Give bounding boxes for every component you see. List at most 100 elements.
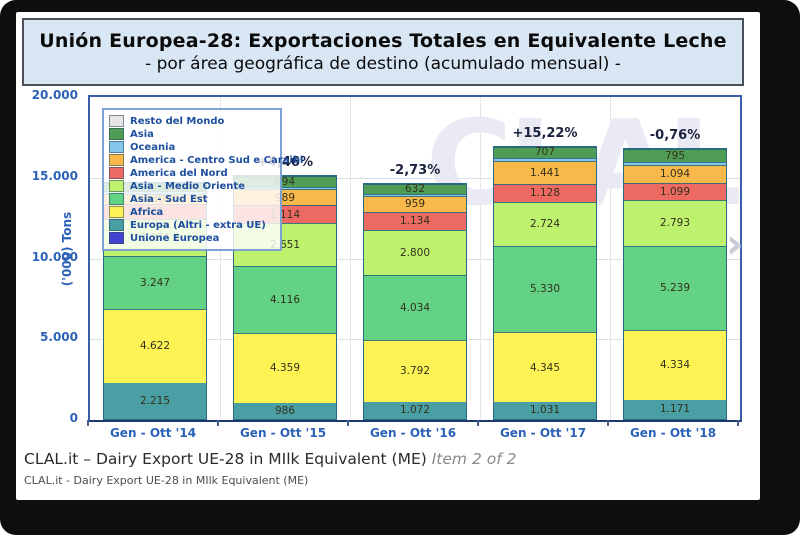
legend-item[interactable]: Europa (Altri - extra UE) <box>109 219 275 231</box>
bar-segment[interactable]: 2.724 <box>494 202 596 247</box>
bar-segment[interactable]: 3.792 <box>364 340 466 402</box>
legend-item-label: Africa <box>130 206 164 218</box>
bar-segment-label: 986 <box>274 404 296 417</box>
bar-segment-label: 1.072 <box>399 404 431 417</box>
bar-segment[interactable]: 694 <box>234 175 336 188</box>
legend-swatch-icon <box>109 193 124 205</box>
bar-segment[interactable]: 4.334 <box>624 330 726 401</box>
legend-swatch-icon <box>109 219 124 231</box>
legend-swatch-icon <box>109 232 124 244</box>
legend-item[interactable]: Unione Europea <box>109 232 275 244</box>
legend-item-label: America - Centro Sud e Caraibi <box>130 154 304 166</box>
legend-item[interactable]: Asia - Sud Est <box>109 193 275 205</box>
y-axis-tick-label: 20.000 <box>31 88 78 102</box>
legend-swatch-icon <box>109 167 124 179</box>
legend-item[interactable]: Asia - Medio Oriente <box>109 180 275 192</box>
bar-segment[interactable]: 2.215 <box>104 383 206 419</box>
legend-item-label: Oceania <box>130 141 176 153</box>
bar-segment[interactable]: 1.134 <box>364 211 466 231</box>
page-title: Unión Europea-28: Exportaciones Totales … <box>39 30 727 52</box>
bar-column: -2,73% 1.072 3.792 4.034 2.800 1.134 959 632 <box>350 97 480 420</box>
legend-swatch-icon <box>109 128 124 140</box>
legend-item-label: Asia - Sud Est <box>130 193 208 205</box>
bar-segment[interactable]: 4.034 <box>364 275 466 341</box>
bar-segment[interactable]: 959 <box>364 196 466 212</box>
y-axis-tick-label: 0 <box>69 411 78 425</box>
bar-segment-label: 2.215 <box>139 394 171 407</box>
bar-segment[interactable]: 4.359 <box>234 332 336 404</box>
caption-item-counter: Item 2 of 2 <box>431 450 517 468</box>
bar-segment[interactable]: 632 <box>364 183 466 196</box>
bar-segment-label: 1.031 <box>529 404 561 417</box>
bar-segment[interactable] <box>364 194 466 197</box>
bar-segment[interactable]: 2.793 <box>624 200 726 246</box>
legend-item[interactable]: America del Nord <box>109 167 275 179</box>
bar-segment[interactable]: 1.094 <box>624 165 726 183</box>
x-axis-tick <box>87 420 89 426</box>
legend-item[interactable]: Oceania <box>109 141 275 153</box>
next-arrow-icon[interactable]: › <box>726 221 743 267</box>
y-axis-tick-label: 15.000 <box>31 168 78 183</box>
category-separator <box>350 97 351 420</box>
legend-swatch-icon <box>109 115 124 127</box>
bar-column: -0,76% 1.171 4.334 5.239 2.793 1.099 1.094 795 <box>610 97 740 420</box>
bar-segment[interactable]: 1.099 <box>624 182 726 201</box>
bar-segment-label: 2.793 <box>659 217 691 230</box>
x-axis-label: Gen - Ott '17 <box>499 426 587 440</box>
bar-segment[interactable] <box>234 187 336 190</box>
bar-segment[interactable]: 1.128 <box>494 183 596 203</box>
bar-segment[interactable]: 5.330 <box>494 246 596 333</box>
y-axis-tick-label: 10.000 <box>31 249 78 264</box>
legend-item[interactable]: Resto del Mondo <box>109 115 275 127</box>
bar-segment[interactable]: 1.171 <box>624 400 726 419</box>
bar-segment[interactable]: 3.247 <box>104 256 206 309</box>
bar-segment-label: 707 <box>534 146 556 159</box>
bar-segment[interactable]: 4.622 <box>104 308 206 384</box>
category-separator <box>610 97 611 420</box>
legend-item-label: America del Nord <box>130 167 228 179</box>
bar-segment-label: 632 <box>404 183 426 196</box>
bar-column: +4,46% 986 4.359 4.116 2.651 1.114 989 694 <box>220 97 350 420</box>
bar-segment-label: 4.359 <box>269 362 301 375</box>
bar-segment[interactable]: 795 <box>624 149 726 163</box>
x-axis-label: Gen - Ott '14 <box>109 426 197 440</box>
bar-segment-label: 2.724 <box>529 218 561 231</box>
bar-segment-label: 2.651 <box>269 239 301 252</box>
chart-panel: Unión Europea-28: Exportaciones Totales … <box>16 12 760 500</box>
bar-segment[interactable]: 1.072 <box>364 401 466 419</box>
bar-segment-label: 959 <box>404 198 426 211</box>
bar-segment[interactable]: 986 <box>234 403 336 419</box>
legend-item[interactable]: Asia <box>109 128 275 140</box>
x-axis-tick <box>217 420 219 426</box>
legend-item[interactable]: Africa <box>109 206 275 218</box>
bar-segment[interactable]: 4.116 <box>234 266 336 333</box>
legend-item-label: Asia - Medio Oriente <box>130 180 245 192</box>
x-axis-tick <box>607 420 609 426</box>
bar-segment[interactable]: 5.239 <box>624 245 726 331</box>
bar-segment-label: 2.800 <box>399 246 431 259</box>
bar-segment-label: 694 <box>274 175 296 188</box>
bar-segment[interactable]: 2.800 <box>364 230 466 276</box>
legend-swatch-icon <box>109 141 124 153</box>
bar-segment[interactable]: 4.345 <box>494 332 596 403</box>
legend-item-label: Europa (Altri - extra UE) <box>130 219 266 231</box>
stacked-bar: 1.171 4.334 5.239 2.793 1.099 1.094 795 <box>623 148 727 420</box>
y-axis-tick-label: 5.000 <box>40 330 78 345</box>
bar-segment-label: 3.247 <box>139 276 171 289</box>
bar-segment[interactable] <box>624 162 726 166</box>
bar-segment-label: 1.171 <box>659 403 691 416</box>
growth-label: -0,76% <box>649 128 701 144</box>
bar-segment-label: 1.128 <box>529 187 561 200</box>
stacked-bar: 986 4.359 4.116 2.651 1.114 989 694 <box>233 174 337 420</box>
bar-segment[interactable]: 1.441 <box>494 160 596 184</box>
bar-segment[interactable] <box>494 157 596 161</box>
legend-item[interactable]: America - Centro Sud e Caraibi <box>109 154 303 166</box>
x-axis-label: Gen - Ott '18 <box>629 426 717 440</box>
bar-segment-label: 5.330 <box>529 283 561 296</box>
bar-segment[interactable]: 1.031 <box>494 402 596 419</box>
gridline <box>90 177 740 179</box>
bar-segment-label: 1.094 <box>659 168 691 181</box>
bar-segment[interactable]: 707 <box>494 146 596 159</box>
legend-swatch-icon <box>109 206 124 218</box>
page-subtitle: - por área geográfica de destino (acumul… <box>145 54 621 74</box>
